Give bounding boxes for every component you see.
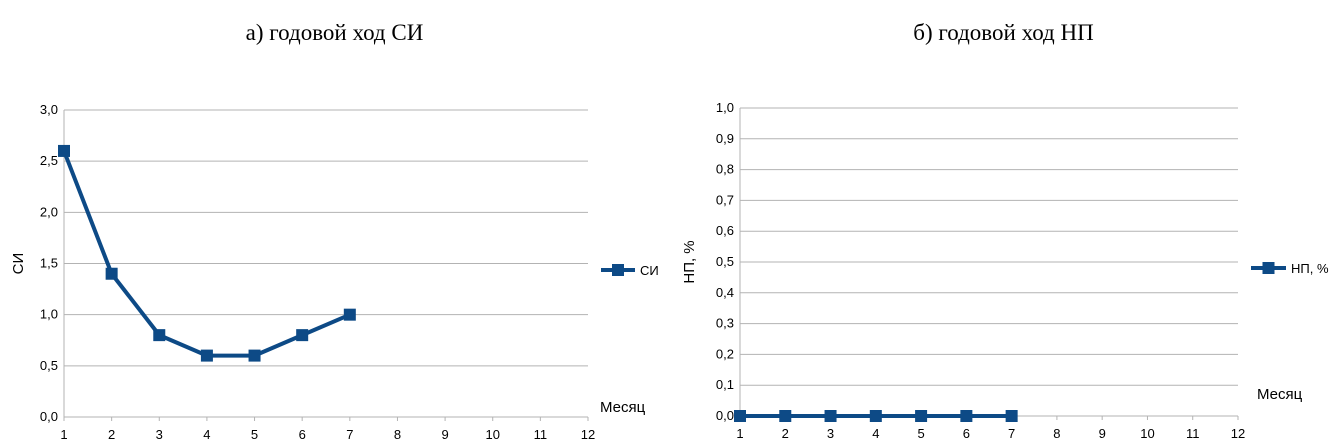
x-tick-label: 7 [346,427,353,442]
x-tick-label: 3 [156,427,163,442]
chart-np: 0,00,10,20,30,40,50,60,70,80,91,01 2 3 4 5 6 7… [681,100,1329,441]
y-tick-label: 3,0 [40,102,58,117]
x-tick-label: 7 [1008,426,1015,441]
chart-panel-np: б) годовой ход НП 0,0 0,1 0,2 0,3 0,4 0,5 0,6 0… [669,0,1338,446]
series-line [62,150,351,358]
legend-marker [1262,262,1275,274]
x-tick-label: 8 [394,427,401,442]
y-tick-label: 2,0 [40,204,58,219]
chart-panel-si: а) годовой ход СИ 0,0 0,5 1,0 1,5 2,0 2,5 3,0 1… [10,20,659,442]
x-tick-label: 10 [1140,426,1154,441]
x-tick-label: 4 [872,426,879,441]
y-tick-label: 0,7 [716,192,734,207]
data-point [200,349,213,362]
data-point [105,267,118,280]
x-tick-label: 5 [917,426,924,441]
x-tick-label: 11 [534,427,548,442]
y-tick-label: 0,0 [716,408,734,423]
y-axis-label: СИ [10,253,27,275]
x-tick-label: 9 [441,427,448,442]
y-tick-label: 0,9 [716,131,734,146]
data-point [960,410,973,422]
x-tick-label: 12 [581,427,595,442]
x-tick-label: 2 [108,427,115,442]
y-tick-label: 1,0 [716,100,734,115]
y-tick-label: 1,0 [40,307,58,322]
data-point [915,410,928,422]
y-tick-label: 0,4 [716,285,734,300]
x-tick-label: 3 [827,426,834,441]
legend-label: СИ [640,263,659,278]
data-point [824,410,837,422]
y-tick-label: 0,1 [716,377,734,392]
legend-marker [612,264,624,276]
chart-si: 0,00,51,01,52,02,53,01 2 3 4 5 6 7 8 9 10 11 12СИМе… [10,102,659,442]
x-tick-label: 1 [60,427,67,442]
legend-label: НП, % [1291,261,1329,276]
data-point [1005,410,1018,422]
x-tick-label: 11 [1186,426,1200,441]
y-tick-label: 0,6 [716,223,734,238]
x-axis-label: Месяц [600,399,646,416]
y-tick-label: 0,3 [716,316,734,331]
data-point [248,349,261,362]
x-tick-label: 6 [963,426,970,441]
x-tick-label: 10 [485,427,499,442]
x-tick-label: 1 [736,426,743,441]
y-tick-label: 1,5 [40,256,58,271]
data-point [869,410,882,422]
data-point [734,410,746,422]
y-tick-label: 0,0 [40,409,58,424]
y-tick-label: 0,8 [716,162,734,177]
x-tick-label: 2 [782,426,789,441]
y-tick-label: 0,5 [716,254,734,269]
x-axis-label: Месяц [1257,386,1303,403]
data-point [153,329,166,342]
chart-title: б) годовой ход НП [913,20,1094,45]
data-point [58,144,70,157]
x-tick-label: 5 [251,427,258,442]
y-tick-label: 2,5 [40,153,58,168]
x-tick-label: 12 [1231,426,1245,441]
x-tick-label: 4 [203,427,210,442]
y-tick-label: 0,2 [716,346,734,361]
chart-title: а) годовой ход СИ [245,20,424,45]
y-tick-label: 0,5 [40,358,58,373]
data-point [343,308,356,321]
x-tick-label: 9 [1099,426,1106,441]
data-point [296,329,309,342]
x-tick-label: 6 [299,427,306,442]
data-point [779,410,792,422]
x-tick-label: 8 [1053,426,1060,441]
y-axis-label: НП, % [681,240,698,283]
